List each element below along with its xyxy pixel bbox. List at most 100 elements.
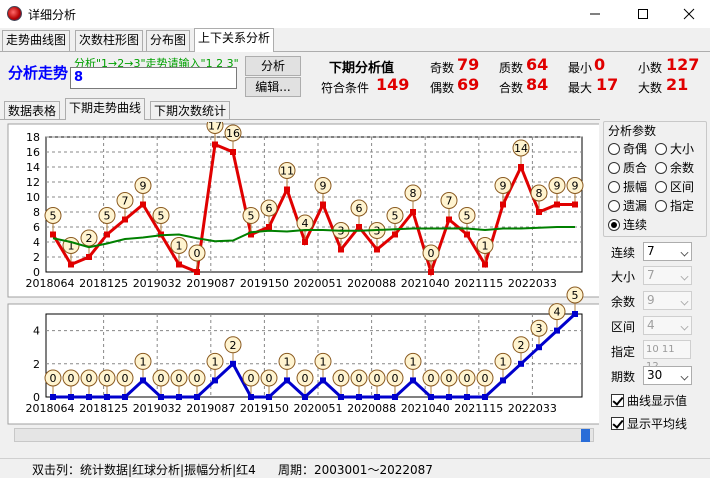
y-tick-label: 2: [33, 358, 40, 371]
data-label: 2: [230, 339, 237, 352]
value-bubble: [278, 352, 296, 370]
data-label: 0: [392, 372, 399, 385]
radio-interval[interactable]: 区间: [655, 178, 694, 195]
data-point: [392, 231, 398, 238]
close-button[interactable]: [666, 0, 710, 28]
chevron-down-icon: [680, 372, 689, 381]
chevron-down-icon: [680, 248, 689, 257]
qishu-label: 期数: [611, 370, 636, 384]
data-point: [248, 394, 254, 400]
data-label: 11: [280, 165, 294, 178]
max-value: 17: [596, 75, 619, 94]
data-point: [518, 360, 524, 367]
tab-distribution[interactable]: 分布图: [146, 30, 191, 51]
data-point: [230, 360, 236, 367]
prime-value: 64: [526, 55, 549, 74]
status-hint: 双击列：统计数据|红球分析|振幅分析|红4: [32, 463, 256, 477]
value-bubble: [206, 122, 224, 134]
lianxu-select[interactable]: 7: [643, 242, 692, 261]
edit-button[interactable]: 编辑...: [245, 77, 301, 97]
radio-prime-composite[interactable]: 质合: [608, 159, 647, 176]
qujian-select[interactable]: 4: [643, 316, 692, 335]
daxiao-select[interactable]: 7: [643, 266, 692, 285]
tab-next-count[interactable]: 下期次数统计: [150, 101, 231, 120]
minimize-button[interactable]: [572, 0, 618, 28]
value-bubble: [458, 369, 476, 387]
data-point: [554, 327, 560, 334]
scroll-thumb[interactable]: [581, 429, 590, 442]
small-label: 小数: [638, 61, 663, 75]
show-average-checkbox[interactable]: 显示平均线: [611, 415, 687, 432]
value-bubble: [530, 319, 548, 337]
data-label: 0: [356, 372, 363, 385]
data-point: [104, 394, 110, 400]
data-point: [572, 201, 578, 208]
qishu-select[interactable]: 30: [643, 366, 692, 385]
data-point: [356, 394, 362, 400]
value-bubble: [260, 369, 278, 387]
match-label: 符合条件: [321, 81, 370, 95]
value-bubble: [188, 244, 206, 262]
radio-omission[interactable]: 遗漏: [608, 197, 647, 214]
tab-relation-analysis[interactable]: 上下关系分析: [194, 28, 275, 52]
radio-specified[interactable]: 指定: [655, 197, 694, 214]
value-bubble: [422, 244, 440, 262]
x-tick-label: 2021115: [454, 277, 503, 290]
radio-big-small[interactable]: 大小: [655, 140, 694, 157]
radio-remainder[interactable]: 余数: [655, 159, 694, 176]
show-average-label: 显示平均线: [627, 417, 688, 431]
value-bubble: [404, 184, 422, 202]
yushu-select[interactable]: 9: [643, 291, 692, 310]
chevron-down-icon: [680, 272, 689, 281]
x-tick-label: 2019150: [240, 402, 289, 415]
y-tick-label: 6: [33, 221, 40, 234]
value-bubble: [512, 336, 530, 354]
radio-odd-even[interactable]: 奇偶: [608, 140, 647, 157]
tab-next-trend[interactable]: 下期走势曲线: [65, 98, 146, 120]
qishu-value: 30: [647, 368, 663, 382]
zhiding-input[interactable]: 10 11 12: [643, 340, 691, 372]
value-bubble: [440, 369, 458, 387]
show-values-checkbox[interactable]: 曲线显示值: [611, 392, 687, 409]
tab-count-bar[interactable]: 次数柱形图: [75, 30, 144, 51]
analyze-button[interactable]: 分析: [245, 56, 301, 76]
x-tick-label: 2019150: [240, 277, 289, 290]
radio-consecutive[interactable]: 连续: [608, 216, 647, 233]
data-point: [500, 377, 506, 384]
data-label: 4: [554, 306, 561, 319]
value-bubble: [116, 369, 134, 387]
analysis-params-group: [603, 121, 707, 237]
data-point: [158, 394, 164, 400]
data-label: 1: [320, 355, 327, 368]
x-tick-label: 2022033: [508, 402, 557, 415]
data-point: [122, 394, 128, 400]
data-point: [446, 394, 452, 400]
value-bubble: [476, 237, 494, 254]
data-label: 0: [194, 372, 201, 385]
data-point: [536, 209, 542, 215]
tab-trend-curve[interactable]: 走势曲线图: [2, 30, 71, 51]
data-label: 5: [104, 210, 111, 223]
maximize-button[interactable]: [620, 0, 666, 28]
data-label: 7: [122, 195, 129, 208]
data-point: [428, 394, 434, 400]
y-tick-label: 8: [33, 206, 40, 219]
pattern-input[interactable]: 8: [70, 67, 237, 89]
even-label: 偶数: [430, 81, 455, 95]
chart-scrollbar[interactable]: [14, 428, 594, 442]
data-label: 0: [446, 372, 453, 385]
x-tick-label: 2018064: [26, 402, 75, 415]
x-tick-label: 2021115: [454, 402, 503, 415]
data-point: [410, 209, 416, 215]
tab-data-table[interactable]: 数据表格: [4, 101, 61, 120]
data-label: 2: [518, 339, 525, 352]
radio-amplitude[interactable]: 振幅: [608, 178, 647, 195]
value-bubble: [404, 352, 422, 370]
data-point: [86, 254, 92, 260]
x-tick-label: 2020051: [294, 277, 343, 290]
chevron-down-icon: [680, 297, 689, 306]
data-label: 0: [50, 372, 57, 385]
daxiao-label: 大小: [611, 270, 636, 284]
data-point: [464, 231, 470, 238]
data-point: [68, 394, 74, 400]
